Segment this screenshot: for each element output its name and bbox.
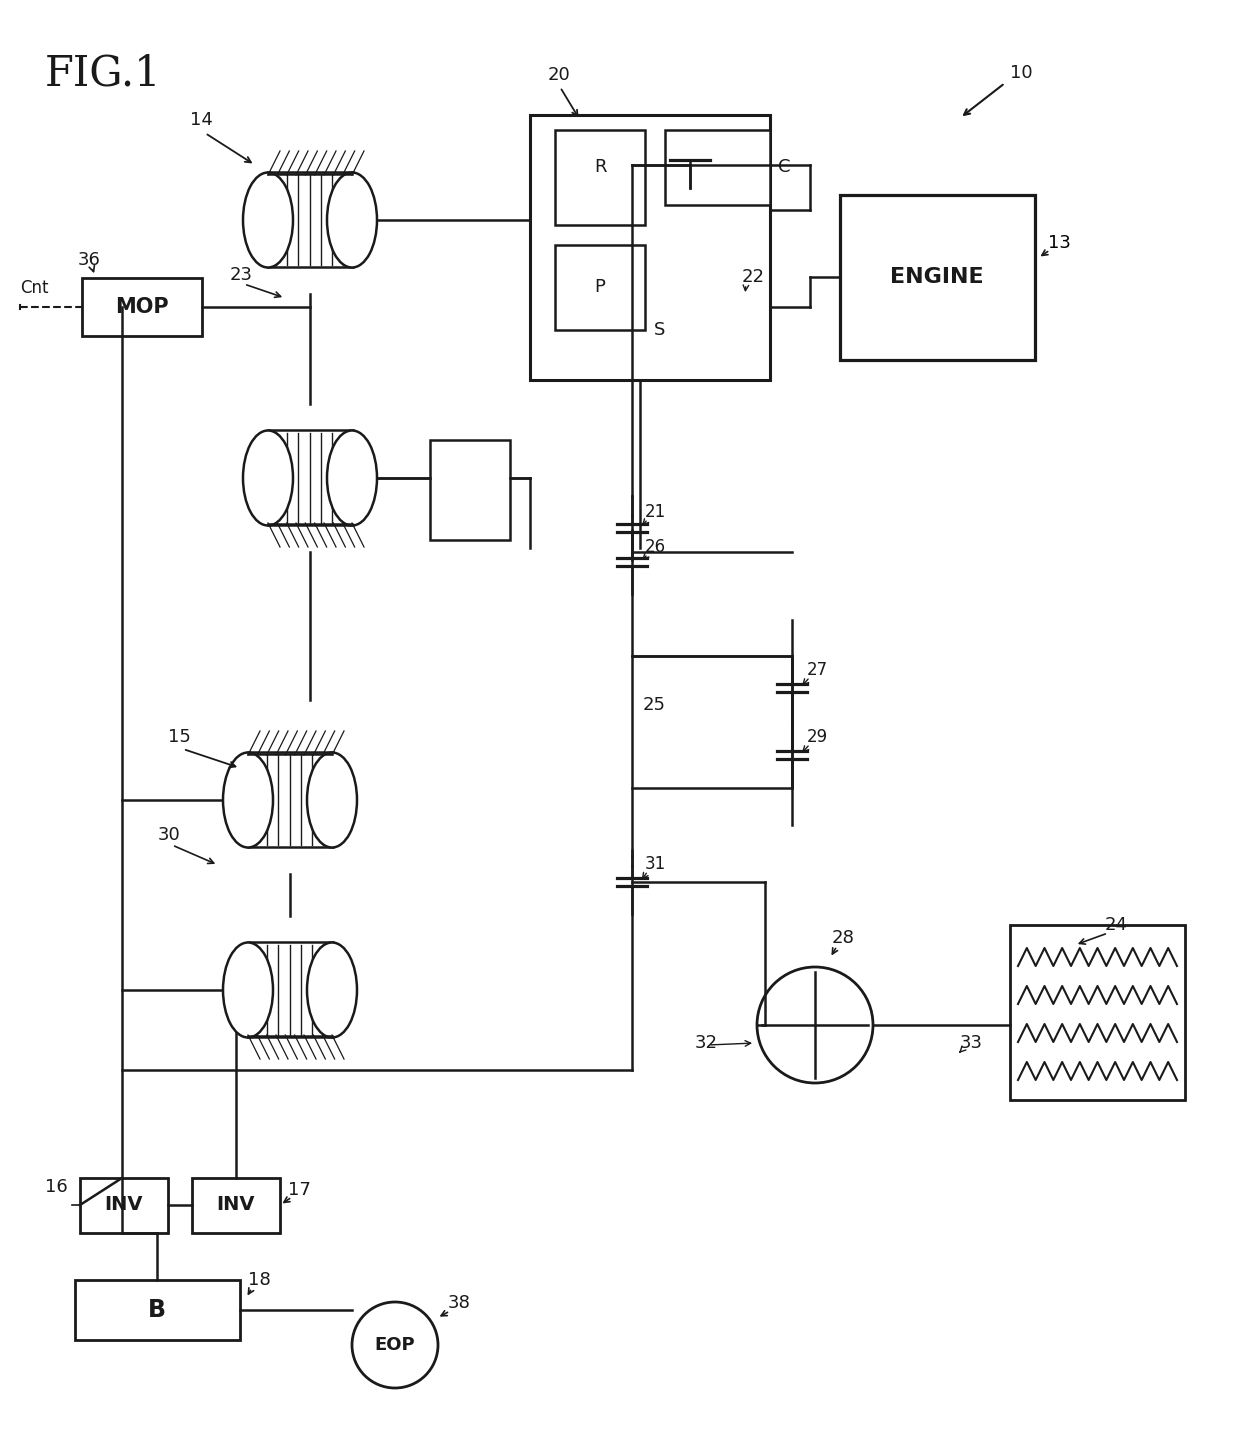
Text: B: B [148,1299,166,1322]
Text: 14: 14 [190,110,213,129]
Text: INV: INV [217,1195,255,1214]
Text: 38: 38 [448,1294,471,1312]
Text: 16: 16 [45,1178,68,1195]
Ellipse shape [223,752,273,848]
Bar [248,752,334,847]
Text: 33: 33 [960,1035,983,1052]
Ellipse shape [223,943,273,1038]
Text: 24: 24 [1105,916,1128,934]
Text: 13: 13 [1048,234,1071,253]
Text: 10: 10 [1011,65,1033,82]
Text: 30: 30 [157,827,181,844]
Ellipse shape [327,172,377,267]
Text: 21: 21 [645,504,666,521]
Bar [74,1280,241,1340]
Text: MOP: MOP [115,297,169,317]
Ellipse shape [243,430,293,525]
Bar [268,430,353,525]
Bar [248,941,334,1038]
Bar [839,195,1035,360]
Text: 23: 23 [229,265,253,284]
Bar [1011,926,1185,1101]
Text: 20: 20 [548,66,570,85]
Ellipse shape [308,943,357,1038]
Bar [556,245,645,330]
Bar [82,278,202,336]
Text: FIG.1: FIG.1 [45,52,161,95]
Text: P: P [594,278,605,296]
Text: 18: 18 [248,1271,270,1289]
Bar [556,131,645,225]
Text: 25: 25 [644,696,666,715]
Text: 17: 17 [288,1181,311,1200]
Text: R: R [594,158,606,177]
Text: 32: 32 [694,1035,718,1052]
Bar [529,115,770,380]
Bar [81,1178,167,1233]
Text: 27: 27 [807,662,828,679]
Ellipse shape [243,172,293,267]
Text: Cnt: Cnt [20,278,48,297]
Text: S: S [655,321,666,339]
Text: 15: 15 [167,728,191,746]
Circle shape [352,1302,438,1388]
Text: 22: 22 [742,268,765,286]
Text: 28: 28 [832,928,854,947]
Text: EOP: EOP [374,1336,415,1355]
Bar [430,441,510,540]
Text: ENGINE: ENGINE [890,267,983,287]
Text: C: C [777,158,791,177]
Bar [665,131,770,205]
Text: INV: INV [104,1195,144,1214]
Text: 31: 31 [645,855,666,872]
Ellipse shape [308,752,357,848]
Text: 36: 36 [78,251,100,268]
Text: 29: 29 [807,728,828,746]
Circle shape [756,967,873,1083]
Text: 26: 26 [645,538,666,555]
Ellipse shape [327,430,377,525]
Bar [268,172,353,267]
Bar [192,1178,280,1233]
